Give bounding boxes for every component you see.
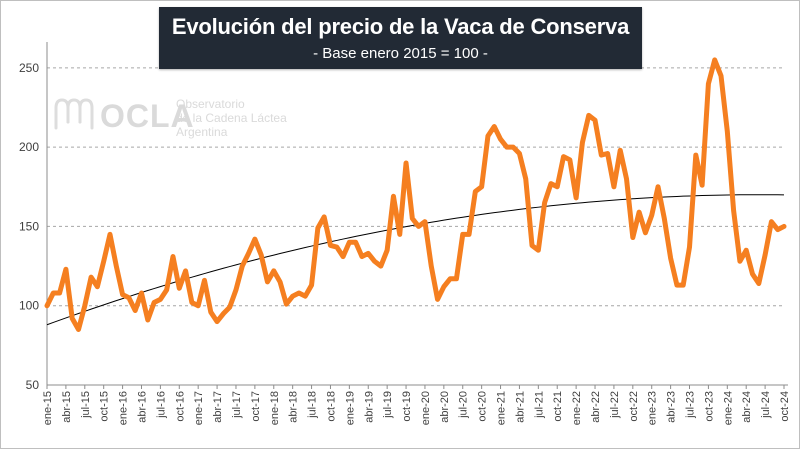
- y-tick-label-200: 200: [19, 140, 39, 154]
- x-tick-label-oct-17: oct-17: [250, 391, 262, 422]
- x-tick-label-ene-15: ene-15: [42, 391, 54, 425]
- x-tick-label-jul-22: jul-22: [609, 391, 621, 419]
- watermark-line3: Argentina: [176, 125, 228, 139]
- x-tick-label-ene-23: ene-23: [647, 391, 659, 425]
- x-tick-label-jul-17: jul-17: [231, 391, 243, 419]
- x-tick-label-ene-19: ene-19: [344, 391, 356, 425]
- x-tick-label-oct-16: oct-16: [174, 391, 186, 422]
- x-tick-label-jul-23: jul-23: [685, 391, 697, 419]
- x-tick-label-jul-15: jul-15: [80, 391, 92, 419]
- watermark-line1: Observatorio: [176, 97, 245, 111]
- x-tick-label-oct-18: oct-18: [325, 391, 337, 422]
- x-tick-label-ene-16: ene-16: [118, 391, 130, 425]
- x-tick-label-ene-22: ene-22: [571, 391, 583, 425]
- x-tick-label-jul-19: jul-19: [382, 391, 394, 419]
- x-tick-label-abr-15: abr-15: [61, 391, 73, 423]
- x-axis-labels: ene-15 abr-15 jul-15 oct-15 ene-16 abr-16 jul-…: [42, 391, 791, 425]
- ocla-logo-icon: [54, 98, 94, 130]
- series-layer: [44, 57, 787, 332]
- y-axis-labels: 50 100 150 200 250: [19, 61, 39, 392]
- x-tick-label-ene-18: ene-18: [269, 391, 281, 425]
- x-tick-label-abr-24: abr-24: [741, 391, 753, 423]
- y-tick-label-100: 100: [19, 299, 39, 313]
- x-tick-label-abr-16: abr-16: [136, 391, 148, 423]
- x-tick-label-jul-24: jul-24: [760, 391, 772, 419]
- x-tick-label-abr-19: abr-19: [363, 391, 375, 423]
- ocla-logo-text: OCLA: [100, 98, 195, 134]
- x-tick-label-jul-16: jul-16: [155, 391, 167, 419]
- watermark-line2: de la Cadena Láctea: [176, 111, 287, 125]
- x-tick-label-abr-21: abr-21: [514, 391, 526, 423]
- chart-title-box: Evolución del precio de la Vaca de Conse…: [159, 7, 642, 69]
- x-tick-label-ene-20: ene-20: [420, 391, 432, 425]
- x-tick-label-abr-18: abr-18: [288, 391, 300, 423]
- x-tick-label-oct-20: oct-20: [477, 391, 489, 422]
- x-tick-label-oct-15: oct-15: [99, 391, 111, 422]
- x-tick-label-ene-21: ene-21: [496, 391, 508, 425]
- x-tick-label-oct-22: oct-22: [628, 391, 640, 422]
- x-tick-label-oct-21: oct-21: [552, 391, 564, 422]
- x-tick-label-jul-21: jul-21: [533, 391, 545, 419]
- chart-title: Evolución del precio de la Vaca de Conse…: [171, 14, 630, 39]
- x-tick-label-abr-23: abr-23: [666, 391, 678, 423]
- axes: [46, 42, 788, 389]
- ocla-watermark: OCLA Observatorio de la Cadena Láctea Ar…: [54, 97, 287, 139]
- x-tick-label-jul-20: jul-20: [458, 391, 470, 419]
- x-tick-label-jul-18: jul-18: [307, 391, 319, 419]
- x-tick-label-ene-24: ene-24: [722, 391, 734, 425]
- x-tick-label-oct-24: oct-24: [779, 391, 791, 422]
- y-tick-label-250: 250: [19, 61, 39, 75]
- x-tick-label-oct-19: oct-19: [401, 391, 413, 422]
- y-tick-label-50: 50: [26, 378, 40, 392]
- x-tick-label-ene-17: ene-17: [193, 391, 205, 425]
- x-tick-label-oct-23: oct-23: [703, 391, 715, 422]
- price-series-line: [44, 57, 787, 332]
- x-tick-label-abr-22: abr-22: [590, 391, 602, 423]
- chart-subtitle: - Base enero 2015 = 100 -: [313, 45, 488, 62]
- x-tick-label-abr-17: abr-17: [212, 391, 224, 423]
- x-tick-label-abr-20: abr-20: [439, 391, 451, 423]
- y-tick-label-150: 150: [19, 219, 39, 233]
